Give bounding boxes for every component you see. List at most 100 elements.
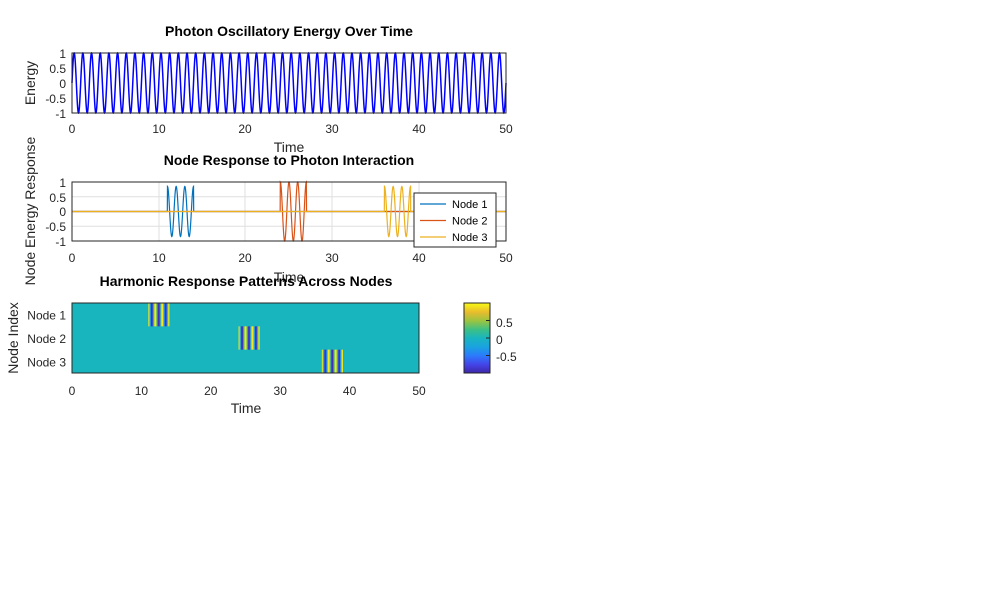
chart1-xtick: 0 <box>69 122 76 136</box>
heatmap-cell <box>157 303 159 327</box>
heatmap-cell <box>163 303 166 327</box>
heatmap-cell <box>151 303 153 327</box>
heatmap-cell <box>338 349 340 373</box>
heatmap-cell <box>167 303 169 327</box>
chart1-xtick: 50 <box>499 122 513 136</box>
chart1-axes-box <box>71 52 507 114</box>
chart2-ytick: -1 <box>55 235 66 249</box>
heatmap-cell <box>159 303 161 327</box>
heatmap-cell <box>341 349 343 373</box>
heatmap-cell <box>248 326 251 350</box>
heatmap-cell <box>241 326 243 350</box>
heatmap-cell <box>168 303 170 327</box>
heatmap-cells <box>72 303 419 373</box>
heatmap-cell <box>324 349 326 373</box>
heatmap-cell <box>157 303 160 327</box>
chart3-xtick: 30 <box>274 384 288 398</box>
legend-label-node-3: Node 3 <box>452 232 487 244</box>
chart1-ytick: 0 <box>59 77 66 91</box>
chart2-xtick: 10 <box>152 251 166 265</box>
colorbar-tick-label: -0.5 <box>496 350 517 364</box>
chart2-ytick: 0.5 <box>49 191 66 205</box>
heatmap-cell <box>329 349 331 373</box>
chart3-xtick: 40 <box>343 384 357 398</box>
heatmap-cell <box>336 349 338 373</box>
heatmap-cell <box>256 326 258 350</box>
chart1-series-group <box>71 51 507 115</box>
heatmap-cell <box>160 303 162 327</box>
chart3-title: Harmonic Response Patterns Across Nodes <box>100 273 393 289</box>
chart3-ytick: Node 3 <box>27 356 66 370</box>
heatmap-cell <box>330 349 332 373</box>
chart2-yticks: 1 0.5 0 -0.5 -1 <box>45 176 66 249</box>
chart1-ylabel: Energy <box>22 61 38 105</box>
chart1-xtick: 20 <box>238 122 252 136</box>
heatmap-cell <box>337 349 339 373</box>
chart1-xtick: 10 <box>152 122 166 136</box>
chart1-xtick: 40 <box>412 122 426 136</box>
heatmap-cell <box>258 326 260 350</box>
heatmap-cell <box>246 326 248 350</box>
legend-label-node-1: Node 1 <box>452 199 487 211</box>
heatmap-cell <box>150 303 152 327</box>
energy-chart: Photon Oscillatory Energy Over Time 1 0.… <box>22 23 513 155</box>
heatmap-cell <box>249 326 252 350</box>
heatmap-cell <box>248 326 250 350</box>
chart1-yticks: 1 0.5 0 -0.5 -1 <box>45 47 66 121</box>
heatmap-cell <box>161 303 163 327</box>
chart2-xlabel: Time <box>274 269 305 285</box>
heatmap-cell <box>327 349 329 373</box>
heatmap-cell <box>162 303 164 327</box>
heatmap-cell <box>255 326 258 350</box>
heatmap-cell <box>323 349 325 373</box>
energy-series-line <box>71 51 507 115</box>
heatmap-cell <box>148 303 150 327</box>
heatmap-cell <box>163 303 165 327</box>
chart3-xlabel: Time <box>231 400 262 416</box>
heatmap-cell <box>252 326 254 350</box>
chart2-ylabel: Node Energy Response <box>22 136 38 285</box>
heatmap-cell <box>331 349 333 373</box>
heatmap-cell <box>152 303 154 327</box>
heatmap-cell <box>254 326 256 350</box>
heatmap-cell <box>154 303 156 327</box>
heatmap-cell <box>340 349 343 373</box>
heatmap-cell <box>164 303 166 327</box>
heatmap-cell <box>340 349 342 373</box>
heatmap-cell <box>335 349 337 373</box>
heatmap-cell <box>238 326 240 350</box>
chart1-ytick: 1 <box>59 47 66 61</box>
chart1-xlabel: Time <box>274 139 305 155</box>
heatmap-cell <box>328 349 330 373</box>
colorbar-ticks: 0.5 0 -0.5 <box>486 316 517 364</box>
heatmap-cell <box>155 303 157 327</box>
chart1-title: Photon Oscillatory Energy Over Time <box>165 23 413 39</box>
chart3-ytick: Node 1 <box>27 309 66 323</box>
chart2-axes-box <box>71 181 507 242</box>
heatmap-cell <box>243 326 245 350</box>
heatmap-cell <box>326 349 328 373</box>
heatmap-cell <box>158 303 160 327</box>
chart2-xtick: 40 <box>412 251 426 265</box>
chart1-xtick: 30 <box>325 122 339 136</box>
heatmap-cell <box>325 349 327 373</box>
chart3-ylabel: Node Index <box>5 302 21 374</box>
heatmap-cell <box>327 349 330 373</box>
chart3-xtick: 20 <box>204 384 218 398</box>
chart2-xtick: 20 <box>238 251 252 265</box>
heatmap-cell <box>321 349 324 373</box>
harmonic-heatmap: Harmonic Response Patterns Across Nodes … <box>5 273 517 416</box>
chart3-axes-box <box>71 302 420 374</box>
heatmap-cell <box>244 326 246 350</box>
legend-label-node-2: Node 2 <box>452 216 487 228</box>
chart1-xticks: 0 10 20 30 40 50 <box>69 122 513 136</box>
chart2-ytick: 1 <box>59 176 66 190</box>
heatmap-cell <box>247 326 249 350</box>
chart1-ytick: 0.5 <box>49 62 66 76</box>
chart3-xticks: 0 10 20 30 40 50 <box>69 384 426 398</box>
chart3-xtick: 10 <box>135 384 149 398</box>
chart3-xtick: 0 <box>69 384 76 398</box>
heatmap-cell <box>255 326 257 350</box>
chart3-ytick: Node 2 <box>27 332 66 346</box>
